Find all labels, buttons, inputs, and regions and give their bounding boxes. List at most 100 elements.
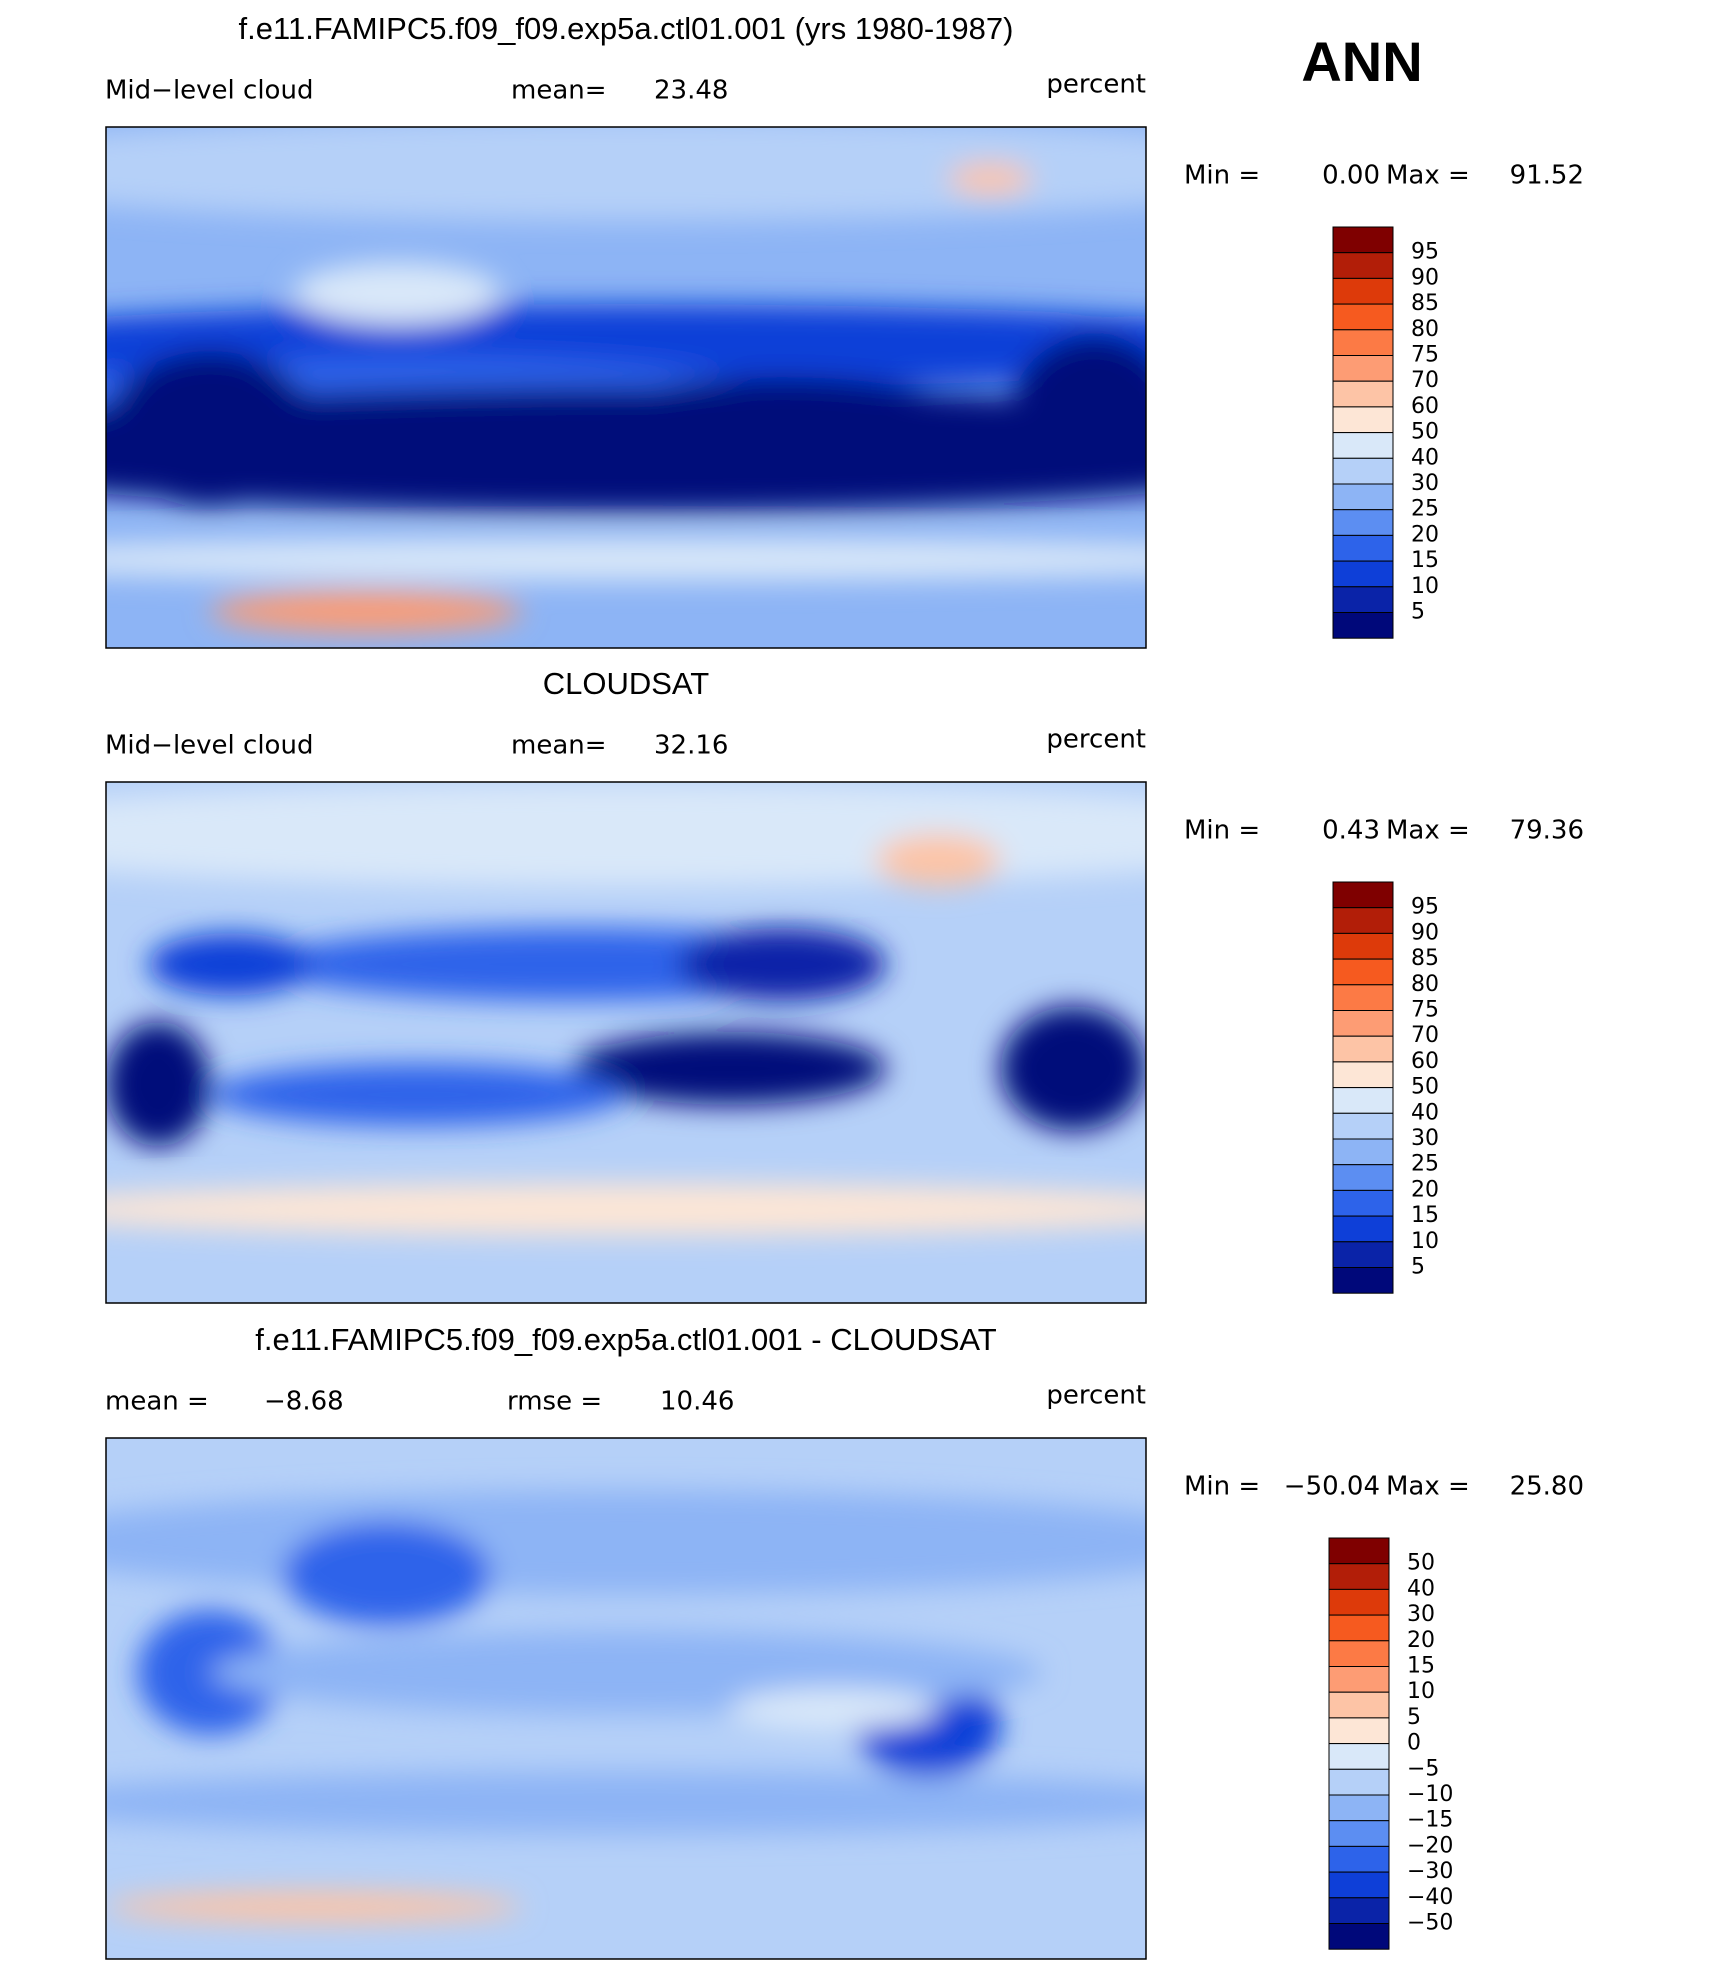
colorbar-box xyxy=(1328,1717,1390,1745)
max-value: 91.52 xyxy=(1510,161,1584,191)
colorbar-box xyxy=(1332,380,1394,408)
map-frame xyxy=(105,126,1147,649)
colorbar-label: 95 xyxy=(1411,240,1439,265)
units-label: percent xyxy=(1046,70,1146,100)
colorbar-box xyxy=(1328,1691,1390,1719)
colorbar-box xyxy=(1328,1820,1390,1847)
map-region xyxy=(730,1688,938,1730)
colorbar-label: 20 xyxy=(1411,522,1439,547)
map-region xyxy=(106,1771,1146,1834)
map-region xyxy=(106,127,1146,221)
colorbar-box xyxy=(1328,1794,1390,1822)
colorbar-box xyxy=(1328,1923,1390,1950)
map-region xyxy=(574,377,990,482)
colorbar-box xyxy=(1332,509,1394,536)
colorbar-box xyxy=(1328,1563,1390,1590)
min-label: Min = xyxy=(1184,161,1260,191)
colorbar-box xyxy=(1332,958,1394,986)
map-contours xyxy=(106,782,1146,1236)
rmse-value: 10.46 xyxy=(660,1387,734,1417)
colorbar-label: 50 xyxy=(1411,420,1439,445)
map-region xyxy=(210,1063,626,1126)
units-label: percent xyxy=(1046,1381,1146,1411)
max-label: Max = xyxy=(1386,1472,1470,1502)
map-field xyxy=(106,127,1146,648)
colorbar-box xyxy=(1332,303,1394,331)
mean-label: mean= xyxy=(511,731,607,761)
colorbar-box xyxy=(1332,1164,1394,1191)
colorbar-label: 15 xyxy=(1411,548,1439,573)
colorbar-box xyxy=(1332,534,1394,562)
colorbar-box xyxy=(1328,1537,1390,1565)
map-region xyxy=(875,834,1001,887)
mean-value: 32.16 xyxy=(654,731,728,761)
colorbar-label: 85 xyxy=(1411,946,1439,971)
colorbar-label: 70 xyxy=(1411,1023,1439,1048)
colorbar-label: 15 xyxy=(1411,1203,1439,1228)
colorbar-box xyxy=(1332,1112,1394,1140)
colorbar-label: 5 xyxy=(1407,1705,1421,1730)
colorbar-box xyxy=(1332,1215,1394,1243)
panel-title: f.e11.FAMIPC5.f09_f09.exp5a.ctl01.001 (y… xyxy=(239,11,1014,46)
colorbar-box xyxy=(1332,1035,1394,1063)
colorbar-label: −40 xyxy=(1407,1885,1453,1910)
colorbar-label: 75 xyxy=(1411,998,1439,1023)
map-region xyxy=(106,1490,1146,1595)
colorbar-box xyxy=(1328,1640,1390,1668)
min-value: −50.04 xyxy=(1284,1472,1380,1502)
colorbar-label: 5 xyxy=(1411,1255,1425,1280)
variable-label: Mid−level cloud xyxy=(105,76,313,106)
colorbar-label: 5 xyxy=(1411,600,1425,625)
colorbar-label: 40 xyxy=(1411,445,1439,470)
colorbar-label: 10 xyxy=(1407,1679,1435,1704)
colorbar-box xyxy=(1328,1871,1390,1899)
map-region xyxy=(282,1521,491,1626)
colorbar-box xyxy=(1332,329,1394,356)
colorbar-label: 75 xyxy=(1411,343,1439,368)
map-region xyxy=(106,351,314,508)
colorbar-label: 90 xyxy=(1411,265,1439,290)
colorbar-box xyxy=(1332,277,1394,305)
colorbar-label: −50 xyxy=(1407,1911,1453,1936)
colorbar-label: 70 xyxy=(1411,368,1439,393)
map-region xyxy=(1010,335,1146,492)
colorbar-box xyxy=(1332,457,1394,485)
colorbar-label: −15 xyxy=(1407,1808,1453,1833)
map-contours xyxy=(106,127,1146,633)
colorbar-label: 30 xyxy=(1411,1126,1439,1151)
colorbar-box xyxy=(1328,1743,1390,1770)
map-region xyxy=(106,1183,1146,1236)
min-value: 0.43 xyxy=(1322,816,1380,846)
colorbar-box xyxy=(1332,226,1394,254)
panel-title: f.e11.FAMIPC5.f09_f09.exp5a.ctl01.001 - … xyxy=(255,1322,997,1357)
colorbar-label: 40 xyxy=(1411,1100,1439,1125)
map-region xyxy=(106,782,1146,887)
colorbar-label: 85 xyxy=(1411,291,1439,316)
colorbar-box xyxy=(1332,1241,1394,1269)
colorbar-label: 25 xyxy=(1411,1152,1439,1177)
colorbar-label: 50 xyxy=(1411,1075,1439,1100)
max-label: Max = xyxy=(1386,161,1470,191)
season-label: ANN xyxy=(1301,30,1422,93)
colorbar-label: 80 xyxy=(1411,317,1439,342)
colorbar-box xyxy=(1332,432,1394,459)
colorbar-label: 90 xyxy=(1411,920,1439,945)
colorbar-box xyxy=(1332,881,1394,909)
map-frame xyxy=(105,781,1147,1304)
colorbar-label: 20 xyxy=(1407,1628,1435,1653)
map-region xyxy=(678,927,886,1001)
map-frame xyxy=(105,1437,1147,1960)
variable-label: Mid−level cloud xyxy=(105,731,313,761)
colorbar-label: −10 xyxy=(1407,1782,1453,1807)
max-value: 25.80 xyxy=(1510,1472,1584,1502)
colorbar-label: 20 xyxy=(1411,1177,1439,1202)
colorbar-box xyxy=(1332,612,1394,639)
colorbar-label: 95 xyxy=(1411,895,1439,920)
panel-title: CLOUDSAT xyxy=(543,666,710,701)
map-region xyxy=(1000,1006,1146,1132)
colorbar-box xyxy=(1328,1897,1390,1925)
colorbar-box xyxy=(1332,1267,1394,1294)
colorbar-label: 50 xyxy=(1407,1551,1435,1576)
map-region xyxy=(106,1021,210,1147)
